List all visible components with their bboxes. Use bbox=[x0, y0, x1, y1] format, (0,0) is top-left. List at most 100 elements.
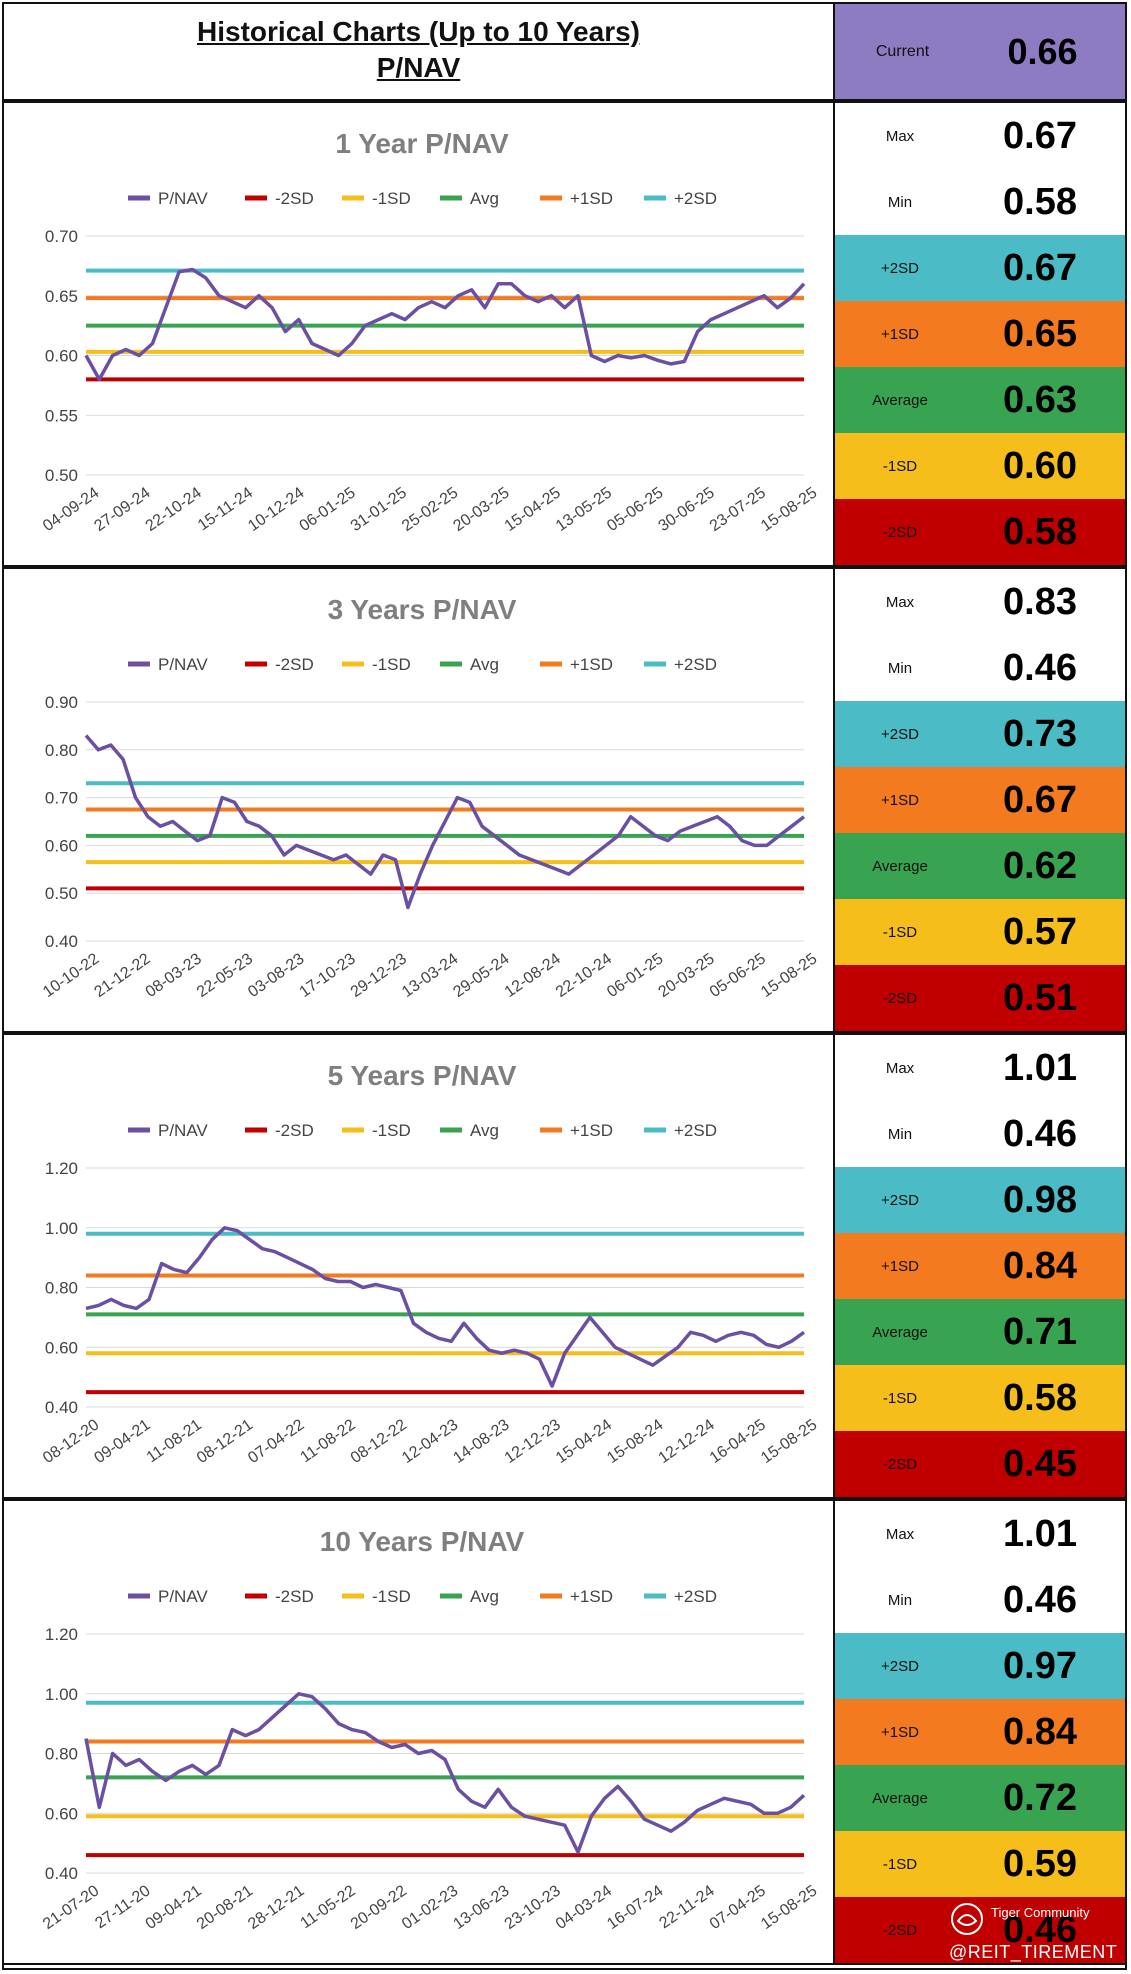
y-tick-label: 1.20 bbox=[45, 1625, 78, 1644]
stat-row--2sd-10y: -2SD 0.46 bbox=[835, 1897, 1125, 1963]
current-value: 0.66 bbox=[1007, 30, 1078, 72]
x-tick-label: 03-08-23 bbox=[245, 950, 307, 1001]
x-tick-label: 17-10-23 bbox=[297, 950, 359, 1001]
chart-panel-5y: 5 Years P/NAV P/NAV -2SD -1SD Avg +1SD +2SD 1.2… bbox=[2, 1033, 835, 1499]
x-tick-label: 27-09-24 bbox=[91, 484, 153, 535]
stat-label: -1SD bbox=[882, 1855, 918, 1873]
stat-label: +1SD bbox=[881, 791, 919, 809]
stat-value: 0.46 bbox=[1003, 1112, 1077, 1155]
stat-value: 0.71 bbox=[1003, 1310, 1077, 1353]
stat-value: 0.84 bbox=[1003, 1710, 1077, 1753]
stat-value: 0.67 bbox=[1003, 114, 1077, 157]
x-tick-label: 16-07-24 bbox=[604, 1882, 666, 1933]
watermark: Tiger Community @REIT_TIREMENT bbox=[945, 1901, 1125, 1971]
x-tick-label: 22-11-24 bbox=[656, 1882, 717, 1932]
current-label: Current bbox=[875, 42, 930, 60]
stat-value: 0.58 bbox=[1003, 1376, 1077, 1419]
y-tick-label: 0.70 bbox=[45, 789, 78, 808]
stat-row-min-1y: Min 0.58 bbox=[835, 169, 1125, 235]
x-tick-label: 22-05-23 bbox=[194, 950, 256, 1001]
chart-5y: 5 Years P/NAV P/NAV -2SD -1SD Avg +1SD +2SD 1.2… bbox=[40, 1060, 820, 1467]
stat-label: Average bbox=[872, 391, 928, 409]
stat-value: 0.83 bbox=[1003, 580, 1077, 623]
legend-label-m2sd: -2SD bbox=[275, 1587, 314, 1606]
stat-label: -1SD bbox=[882, 1389, 918, 1407]
legend-label-m1sd: -1SD bbox=[372, 189, 411, 208]
stat-label: +1SD bbox=[881, 325, 919, 343]
legend-label-p2sd: +2SD bbox=[674, 1121, 717, 1140]
current-value-box: Current 0.66 bbox=[833, 2, 1127, 101]
x-tick-label: 15-11-24 bbox=[195, 484, 256, 534]
stat-row-max-3y: Max 0.83 bbox=[835, 569, 1125, 635]
stat-label: Min bbox=[887, 659, 913, 677]
x-tick-label: 21-07-20 bbox=[40, 1882, 102, 1933]
chart-panel-1y: 1 Year P/NAV P/NAV -2SD -1SD Avg +1SD +2SD 0.70… bbox=[2, 101, 835, 567]
stat-row-average-5y: Average 0.71 bbox=[835, 1299, 1125, 1365]
stat-label: +2SD bbox=[881, 1191, 919, 1209]
x-tick-label: 10-10-22 bbox=[40, 950, 102, 1001]
x-tick-label: 22-10-24 bbox=[143, 484, 205, 535]
stat-value: 0.67 bbox=[1003, 246, 1077, 289]
x-tick-label: 29-12-23 bbox=[348, 950, 410, 1001]
page-subtitle: P/NAV bbox=[376, 52, 461, 83]
stat-label: +1SD bbox=[881, 1723, 919, 1741]
stat-row-average-1y: Average 0.63 bbox=[835, 367, 1125, 433]
stat-label: Min bbox=[887, 1125, 913, 1143]
y-tick-label: 0.50 bbox=[45, 884, 78, 903]
x-tick-label: 29-05-24 bbox=[450, 950, 512, 1001]
x-tick-label: 04-03-24 bbox=[553, 1882, 615, 1933]
x-tick-label: 12-12-23 bbox=[502, 1416, 564, 1467]
x-tick-label: 09-04-21 bbox=[91, 1416, 153, 1467]
x-tick-label: 27-11-20 bbox=[92, 1882, 153, 1932]
legend-label-m1sd: -1SD bbox=[372, 1587, 411, 1606]
stats-panel-1y: Max 0.67 Min 0.58 +2SD 0.67 +1SD 0.65 Average 0.6… bbox=[833, 101, 1127, 567]
x-tick-label: 23-10-23 bbox=[502, 1882, 564, 1933]
x-tick-label: 07-04-25 bbox=[707, 1882, 769, 1933]
y-tick-label: 0.80 bbox=[45, 1745, 78, 1764]
stat-row--1sd-1y: +1SD 0.65 bbox=[835, 301, 1125, 367]
stat-row-max-1y: Max 0.67 bbox=[835, 103, 1125, 169]
y-tick-label: 0.55 bbox=[45, 406, 78, 425]
tiger-logo-icon bbox=[951, 1903, 983, 1935]
x-tick-label: 20-03-25 bbox=[656, 950, 718, 1001]
stat-row--1sd-5y: -1SD 0.58 bbox=[835, 1365, 1125, 1431]
x-tick-label: 09-04-21 bbox=[143, 1882, 205, 1933]
stat-label: -2SD bbox=[882, 1921, 918, 1939]
stat-value: 0.63 bbox=[1003, 378, 1077, 421]
y-tick-label: 0.40 bbox=[45, 932, 78, 951]
pnav-series-line bbox=[84, 1692, 806, 1854]
stat-label: +1SD bbox=[881, 1257, 919, 1275]
stat-value: 0.57 bbox=[1003, 910, 1077, 953]
x-tick-label: 12-08-24 bbox=[502, 950, 564, 1001]
stat-row--1sd-1y: -1SD 0.60 bbox=[835, 433, 1125, 499]
stat-label: -2SD bbox=[882, 989, 918, 1007]
legend-label-p2sd: +2SD bbox=[674, 1587, 717, 1606]
x-tick-label: 23-07-25 bbox=[707, 484, 769, 535]
stat-value: 0.58 bbox=[1003, 180, 1077, 223]
x-tick-label: 20-08-21 bbox=[194, 1882, 256, 1933]
stat-value: 0.46 bbox=[1003, 1908, 1077, 1951]
stat-row--2sd-1y: -2SD 0.58 bbox=[835, 499, 1125, 565]
legend-label-pnav: P/NAV bbox=[158, 1121, 208, 1140]
x-tick-label: 14-08-23 bbox=[450, 1416, 512, 1467]
y-tick-label: 0.60 bbox=[45, 836, 78, 855]
stat-row--2sd-3y: +2SD 0.73 bbox=[835, 701, 1125, 767]
legend-label-m2sd: -2SD bbox=[275, 655, 314, 674]
y-tick-label: 0.60 bbox=[45, 347, 78, 366]
stat-value: 1.01 bbox=[1003, 1046, 1077, 1089]
stat-label: Average bbox=[872, 857, 928, 875]
chart-title: 5 Years P/NAV bbox=[328, 1060, 517, 1091]
x-tick-label: 06-01-25 bbox=[297, 484, 359, 535]
stat-value: 0.65 bbox=[1003, 312, 1077, 355]
stat-label: Max bbox=[885, 1525, 915, 1543]
x-tick-label: 20-09-22 bbox=[348, 1882, 410, 1933]
stat-row-average-10y: Average 0.72 bbox=[835, 1765, 1125, 1831]
x-tick-label: 16-04-25 bbox=[707, 1416, 769, 1467]
x-tick-label: 15-08-25 bbox=[758, 484, 820, 535]
legend-label-p2sd: +2SD bbox=[674, 189, 717, 208]
stat-label: +2SD bbox=[881, 259, 919, 277]
stat-row--1sd-5y: +1SD 0.84 bbox=[835, 1233, 1125, 1299]
y-tick-label: 0.90 bbox=[45, 693, 78, 712]
stats-panel-5y: Max 1.01 Min 0.46 +2SD 0.98 +1SD 0.84 Average 0.7… bbox=[833, 1033, 1127, 1499]
chart-title: 3 Years P/NAV bbox=[328, 594, 517, 625]
